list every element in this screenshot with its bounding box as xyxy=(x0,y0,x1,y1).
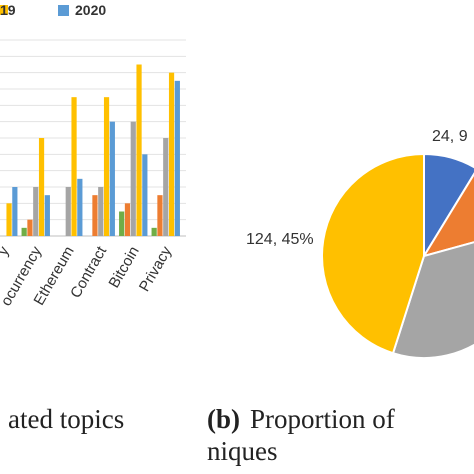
bar-1-3 xyxy=(38,138,45,236)
pie-caption-line1: Proportion of xyxy=(250,404,395,434)
bar-3-4 xyxy=(109,121,115,236)
bar-gridlines xyxy=(0,39,186,237)
bar-chart: 19 2020 yocurrencyEthereumContractBitcoi… xyxy=(0,2,186,434)
bar-3-1 xyxy=(92,195,98,236)
bar-2-3 xyxy=(71,97,77,237)
bar-5-0 xyxy=(151,227,157,236)
bar-4-2 xyxy=(130,121,136,236)
bar-4-1 xyxy=(124,203,131,236)
bar-0-3 xyxy=(6,203,12,236)
pie-slice-4 xyxy=(321,152,425,355)
bar-5-4 xyxy=(174,80,180,236)
bar-legend: 19 2020 xyxy=(0,2,106,18)
pie-chart-caption-line2: niques xyxy=(207,436,278,466)
bar-1-2 xyxy=(33,187,39,236)
bar-5-1 xyxy=(157,195,163,236)
pie-slice-2 xyxy=(421,172,474,258)
bar-4-3 xyxy=(136,64,142,236)
legend-swatch-19 xyxy=(0,5,8,15)
pie-slices xyxy=(321,152,474,359)
bar-chart-caption: ated topics xyxy=(8,404,124,434)
legend-label-19: 19 xyxy=(0,2,16,18)
bar-1-0 xyxy=(21,227,27,236)
bar-1-4 xyxy=(44,195,50,236)
bar-3-3 xyxy=(103,97,110,237)
pie-slice-3 xyxy=(391,241,474,359)
legend-swatch-2020 xyxy=(58,5,69,16)
pie-label-slice-4: 124, 45% xyxy=(246,231,314,248)
pie-chart-caption: (b) Proportion of xyxy=(207,404,395,434)
bar-1-1 xyxy=(27,219,33,236)
bar-2-2 xyxy=(65,187,71,236)
bar-5-2 xyxy=(163,138,169,236)
bar-4-4 xyxy=(142,154,148,236)
bar-0-4 xyxy=(12,187,18,236)
pie-caption-prefix: (b) xyxy=(207,404,240,434)
legend-label-2020: 2020 xyxy=(75,2,106,18)
bar-2-4 xyxy=(77,178,83,236)
bar-3-2 xyxy=(98,187,104,236)
bar-marks xyxy=(6,64,180,237)
pie-chart: 24, 9 124, 45% (b) Proportion of niques xyxy=(207,128,474,466)
bar-5-3 xyxy=(168,72,175,237)
category-label: y xyxy=(0,243,13,258)
bar-4-0 xyxy=(119,211,125,236)
category-label: Privacy xyxy=(136,243,176,295)
pie-label-slice-1: 24, 9 xyxy=(432,128,468,145)
